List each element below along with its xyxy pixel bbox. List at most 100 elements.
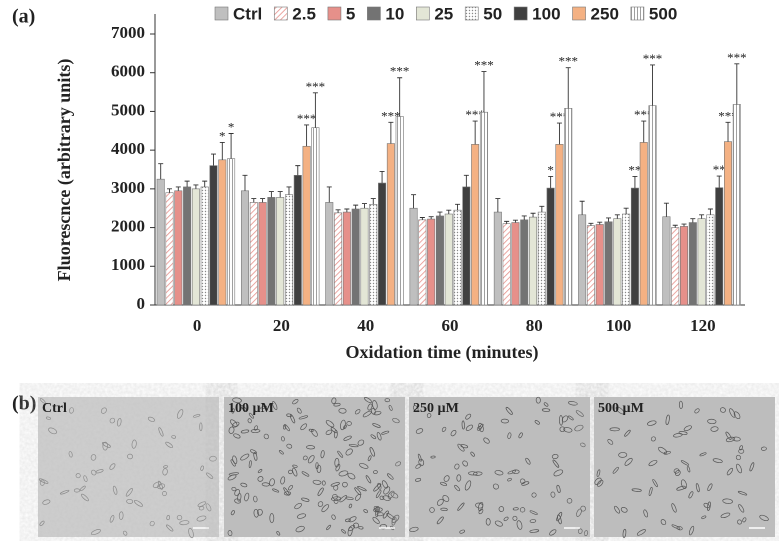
- cell: [102, 441, 108, 451]
- error-bar: [295, 165, 301, 176]
- bar: [227, 158, 236, 306]
- cell: [331, 514, 336, 520]
- cell: [647, 420, 657, 426]
- cell: [415, 428, 424, 434]
- legend-swatch: [513, 6, 528, 21]
- cell: [443, 475, 450, 482]
- cell: [460, 444, 469, 449]
- cell: [382, 510, 389, 519]
- cell: [673, 432, 683, 438]
- cell: [387, 490, 395, 499]
- cell: [231, 486, 237, 492]
- cell: [308, 428, 314, 432]
- cell: [209, 455, 217, 462]
- cell: [710, 426, 719, 432]
- cell: [199, 422, 203, 432]
- cell: [147, 416, 155, 422]
- bar: [555, 144, 564, 306]
- cell: [162, 468, 168, 476]
- error-bar: [597, 221, 603, 225]
- cell: [574, 424, 584, 432]
- cell: [250, 449, 257, 454]
- cell: [683, 425, 692, 432]
- image-label: 100 µM: [228, 401, 274, 416]
- x-axis-title: Oxidation time (minutes): [346, 342, 539, 363]
- cell: [701, 515, 707, 519]
- error-bar: [556, 122, 562, 145]
- bar: [613, 218, 622, 306]
- error-bar: [632, 176, 638, 189]
- cell: [152, 481, 162, 488]
- cell: [563, 427, 573, 433]
- bar: [586, 225, 595, 306]
- cell: [525, 457, 531, 465]
- error-bar: [690, 218, 696, 223]
- cell: [676, 526, 683, 531]
- cell: [465, 413, 472, 420]
- cell: [660, 519, 667, 526]
- bar: [578, 214, 587, 306]
- error-bar: [588, 222, 594, 226]
- y-tick-label: 4000: [111, 139, 145, 158]
- cell: [707, 418, 717, 425]
- cell: [680, 460, 690, 466]
- bar: [342, 211, 351, 306]
- cell: [478, 508, 484, 515]
- cell: [549, 529, 557, 536]
- cell: [674, 469, 681, 476]
- cell: [737, 519, 742, 525]
- bar: [395, 116, 404, 306]
- cell: [348, 503, 353, 509]
- micrograph: 250 µM: [409, 396, 590, 537]
- cell: [450, 430, 457, 437]
- cell: [648, 459, 658, 467]
- cell: [228, 472, 239, 476]
- error-bar: [548, 176, 554, 189]
- cell: [492, 483, 499, 490]
- bar: [378, 182, 387, 306]
- error-bar: [175, 186, 181, 191]
- cell: [247, 418, 252, 424]
- cell: [307, 455, 315, 464]
- cell: [311, 428, 318, 437]
- cell: [312, 479, 322, 485]
- error-bar: [158, 163, 164, 180]
- cell: [325, 429, 333, 435]
- bar: [706, 214, 715, 306]
- bar: [688, 222, 697, 306]
- cell: [348, 516, 357, 523]
- cell: [688, 525, 695, 536]
- cell: [736, 463, 742, 474]
- cell: [624, 429, 631, 437]
- y-tick-label: 6000: [111, 62, 145, 81]
- cell: [742, 517, 747, 523]
- bar: [293, 175, 302, 306]
- error-bar: [228, 133, 234, 159]
- error-bar: [219, 141, 225, 160]
- bar: [183, 186, 192, 306]
- cell: [296, 513, 307, 519]
- cell: [227, 530, 233, 537]
- cell: [330, 496, 341, 501]
- cell: [122, 530, 128, 536]
- cell: [722, 498, 733, 504]
- cell: [648, 486, 653, 496]
- cell: [468, 471, 478, 476]
- cell: [347, 472, 356, 480]
- error-bar: [530, 212, 536, 218]
- cell: [650, 436, 656, 442]
- cell: [381, 480, 388, 489]
- cell: [643, 509, 648, 518]
- error-bar: [379, 170, 385, 184]
- cell: [543, 402, 549, 407]
- cell: [301, 471, 310, 477]
- bar: [174, 190, 183, 306]
- cell: [739, 445, 743, 451]
- cell: [240, 429, 250, 434]
- cell: [338, 470, 349, 477]
- cell: [39, 398, 46, 404]
- cell: [556, 484, 561, 494]
- cell: [719, 407, 726, 413]
- bar: [479, 111, 488, 306]
- bar: [697, 218, 706, 306]
